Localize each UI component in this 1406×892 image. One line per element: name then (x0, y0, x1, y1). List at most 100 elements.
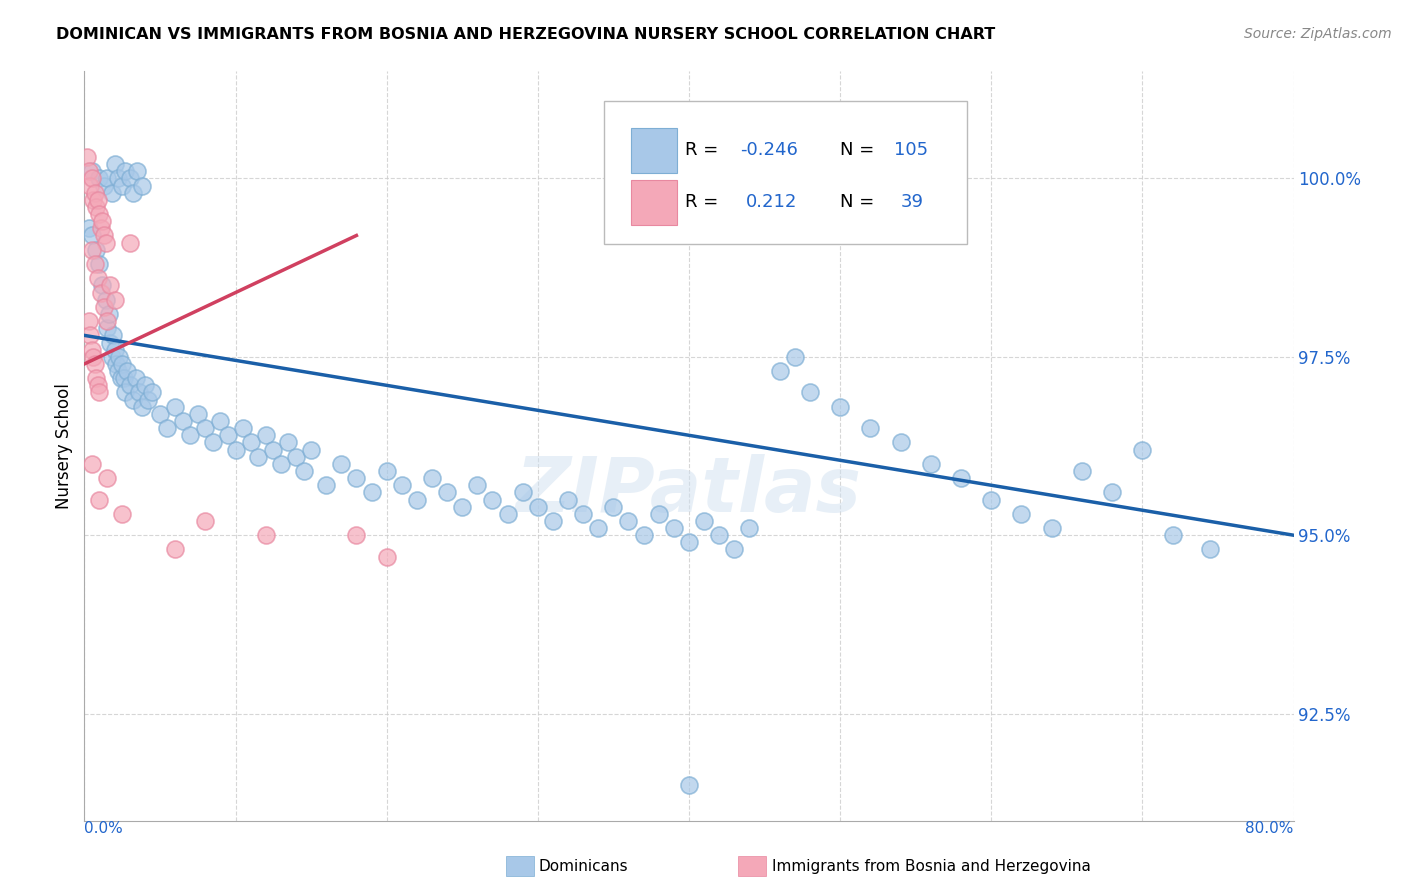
Point (80, 243, 103, 257)
Point (89, 207, 111, 221)
Point (131, 400, 153, 414)
Point (104, 293, 127, 307)
Point (172, 414, 194, 428)
Point (114, 385, 136, 400)
Point (86, 200, 108, 214)
Text: ZIPatlas: ZIPatlas (516, 454, 862, 528)
Point (90, 285, 112, 300)
Point (890, 435, 912, 450)
Point (111, 178, 134, 193)
Point (239, 435, 262, 450)
Point (125, 371, 148, 385)
Point (80, 171, 103, 186)
Point (360, 485, 382, 500)
Point (254, 528, 277, 542)
Point (111, 507, 134, 521)
Point (467, 478, 489, 492)
Point (247, 450, 270, 464)
Point (1199, 542, 1222, 557)
Point (97, 307, 120, 321)
Point (89, 171, 111, 186)
Point (89, 385, 111, 400)
Point (1132, 442, 1154, 457)
Point (165, 400, 187, 414)
Point (96, 321, 118, 335)
Point (451, 500, 474, 514)
Point (633, 528, 655, 542)
Point (104, 343, 127, 357)
Point (541, 514, 564, 528)
Point (980, 492, 1002, 507)
Point (94, 235, 117, 250)
Point (165, 542, 187, 557)
Point (950, 471, 973, 485)
Point (201, 435, 224, 450)
Point (79, 178, 101, 193)
Point (86, 371, 108, 385)
Point (588, 521, 610, 535)
Point (920, 457, 942, 471)
Point (1011, 507, 1033, 521)
Point (481, 492, 503, 507)
Text: R =: R = (685, 141, 724, 159)
Text: N =: N = (841, 194, 886, 211)
Point (799, 385, 821, 400)
Point (87, 271, 110, 285)
Point (77, 314, 100, 328)
Text: 105: 105 (894, 141, 928, 159)
Point (136, 392, 159, 407)
Point (141, 385, 163, 400)
Point (96, 471, 118, 485)
Text: Dominicans: Dominicans (538, 859, 628, 873)
FancyBboxPatch shape (605, 102, 967, 244)
Point (80, 343, 103, 357)
Point (82, 193, 104, 207)
Point (91, 214, 114, 228)
Point (527, 500, 550, 514)
Point (375, 549, 398, 564)
Point (262, 442, 284, 457)
Bar (631, 180, 676, 225)
Point (292, 464, 315, 478)
Point (108, 350, 131, 364)
Point (114, 164, 136, 178)
Point (82, 350, 104, 364)
Point (723, 542, 745, 557)
Point (110, 371, 132, 385)
Point (115, 364, 138, 378)
Point (104, 157, 127, 171)
Point (84, 186, 107, 200)
Point (112, 371, 135, 385)
Point (77, 221, 100, 235)
Point (187, 407, 209, 421)
Point (93, 228, 115, 243)
Point (254, 428, 277, 442)
Point (217, 428, 239, 442)
Point (90, 221, 112, 235)
Point (156, 421, 179, 435)
Point (420, 471, 443, 485)
Point (572, 507, 595, 521)
Text: DOMINICAN VS IMMIGRANTS FROM BOSNIA AND HERZEGOVINA NURSERY SCHOOL CORRELATION C: DOMINICAN VS IMMIGRANTS FROM BOSNIA AND … (56, 27, 995, 42)
Text: R =: R = (685, 194, 730, 211)
Point (859, 421, 882, 435)
Point (111, 357, 134, 371)
Point (1101, 485, 1123, 500)
Point (91, 278, 114, 293)
Point (107, 171, 129, 186)
Point (86, 243, 108, 257)
Point (128, 385, 150, 400)
Point (98, 335, 121, 350)
Text: Source: ZipAtlas.com: Source: ZipAtlas.com (1244, 27, 1392, 41)
Point (232, 421, 254, 435)
Point (830, 400, 852, 414)
Point (406, 492, 429, 507)
Point (77, 164, 100, 178)
Point (512, 485, 534, 500)
Point (84, 357, 107, 371)
Point (194, 421, 217, 435)
Text: N =: N = (841, 141, 880, 159)
Point (662, 521, 685, 535)
Point (693, 514, 716, 528)
Point (783, 350, 806, 364)
